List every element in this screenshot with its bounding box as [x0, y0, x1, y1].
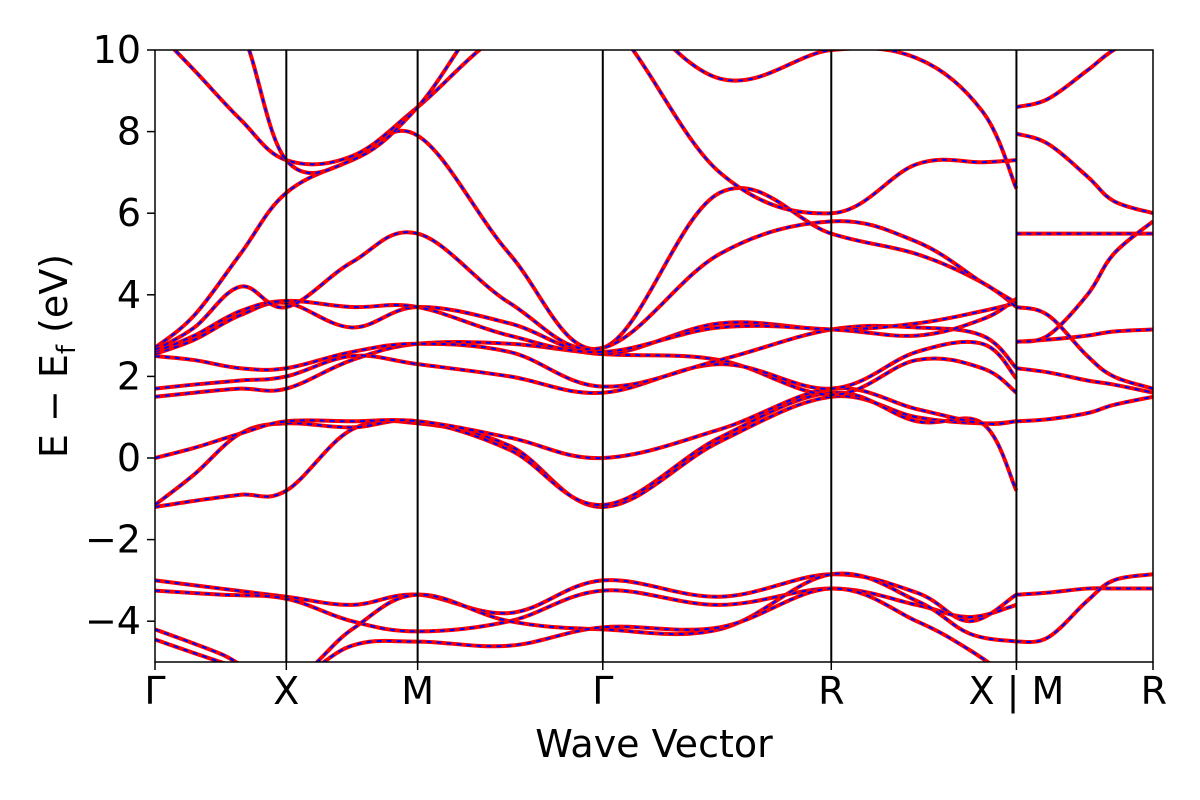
x-tick-label-6: R: [1141, 669, 1167, 713]
band-line-dashed-25: [1016, 220, 1153, 343]
y-axis: −4 −2 0 2 4 6 8 10: [85, 28, 155, 643]
band-line-20: [1015, 305, 1153, 391]
band-line-17: [1016, 572, 1153, 645]
x-tick-label-5: X | M: [969, 669, 1065, 714]
y-tick-label-1: −2: [85, 518, 141, 562]
y-tick-label-7: 10: [93, 28, 141, 72]
band-line-dashed-16: [1016, 587, 1153, 596]
band-line-10: [172, 50, 1017, 216]
y-axis-label-unit: (eV): [32, 254, 76, 345]
band-line-dashed-0: [155, 395, 1017, 508]
band-line-dashed-15: [155, 587, 990, 662]
x-tick-label-3: Γ: [592, 669, 613, 713]
band-line-24: [1016, 366, 1153, 395]
band-line-dashed-9: [155, 220, 1017, 351]
band-line-18: [1016, 394, 1153, 424]
band-line-9: [155, 219, 1018, 352]
band-line-dashed-11: [248, 50, 1018, 190]
band-line-14: [155, 571, 1017, 662]
y-tick-label-2: 0: [117, 436, 141, 480]
band-line-dashed-17: [1016, 573, 1153, 644]
band-line-dashed-18: [1016, 395, 1153, 423]
band-line-dashed-8: [155, 129, 1018, 351]
band-line-11: [246, 50, 1019, 190]
y-tick-label-3: 2: [117, 354, 141, 398]
band-line-dashed-22: [1016, 132, 1153, 215]
x-axis-label: Wave Vector: [535, 722, 773, 766]
plot-frame: [154, 49, 1154, 663]
band-line-dashed-5: [155, 324, 1018, 388]
y-tick-label-0: −4: [85, 599, 141, 643]
band-line-8: [155, 128, 1018, 352]
y-tick-label-5: 6: [117, 191, 141, 235]
band-line-0: [155, 394, 1017, 509]
y-tick-label-4: 4: [117, 273, 141, 317]
band-line-dashed-2: [155, 387, 1017, 460]
band-line-dashed-24: [1016, 367, 1153, 394]
band-line-25: [1016, 219, 1153, 344]
band-lines-group: [155, 50, 1153, 662]
band-line-3: [155, 339, 1018, 399]
y-axis-label-sub: f: [52, 344, 82, 354]
band-line-dashed-10: [173, 50, 1017, 215]
band-line-6: [155, 300, 1017, 356]
band-line-23: [1015, 50, 1118, 110]
band-line-dashed-7: [155, 298, 1017, 354]
x-tick-label-1: X: [273, 669, 299, 713]
y-axis-label-main: E − E: [32, 354, 76, 458]
band-line-dashed-4: [155, 340, 1018, 394]
band-line-dashed-20: [1016, 306, 1153, 390]
band-line-dashed-23: [1016, 50, 1116, 109]
x-axis: Γ X M Γ R X | M R: [144, 662, 1167, 714]
y-axis-label: E − Ef (eV): [32, 254, 82, 458]
kpoint-lines-group: [285, 50, 1018, 662]
x-tick-label-4: R: [818, 669, 844, 713]
band-line-dashed-1: [155, 391, 1018, 506]
x-tick-label-2: M: [401, 669, 434, 713]
y-tick-label-6: 8: [117, 110, 141, 154]
x-tick-label-0: Γ: [144, 669, 165, 713]
